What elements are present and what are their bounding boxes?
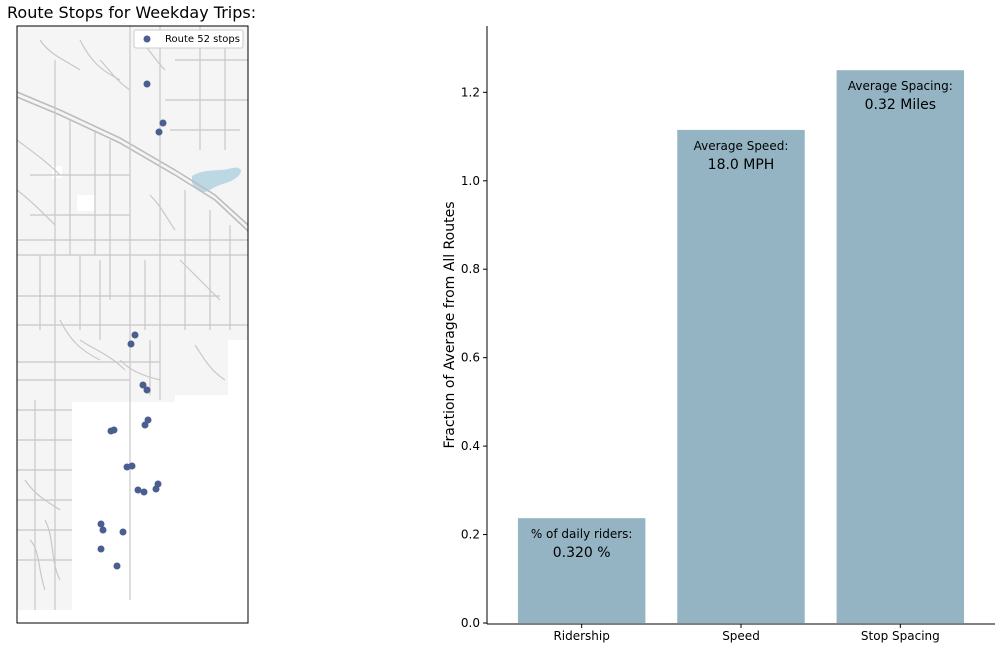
annotation-label: Average Speed: bbox=[694, 139, 789, 153]
bus-stop bbox=[140, 488, 148, 496]
bus-stop bbox=[134, 486, 142, 494]
bus-stop bbox=[159, 119, 167, 127]
legend-label: Route 52 stops bbox=[165, 34, 240, 45]
x-axis-ticks: Ridership Speed Stop Spacing bbox=[553, 624, 940, 643]
x-tick-label: Ridership bbox=[553, 629, 609, 643]
bar bbox=[517, 518, 646, 623]
bus-stop bbox=[97, 520, 105, 528]
legend-marker bbox=[143, 35, 151, 43]
bus-stop bbox=[141, 421, 149, 429]
x-tick-label: Stop Spacing bbox=[861, 629, 940, 643]
bus-stop bbox=[155, 128, 163, 136]
bar-series bbox=[517, 70, 965, 623]
x-tick-label: Speed bbox=[722, 629, 760, 643]
annotation-value: 0.32 Miles bbox=[865, 97, 936, 113]
bar bbox=[836, 70, 965, 623]
bus-stop bbox=[131, 331, 139, 339]
bus-stop bbox=[143, 80, 151, 88]
map-panel: Route 52 stops bbox=[16, 25, 249, 624]
bus-stop bbox=[154, 480, 162, 488]
map-gap bbox=[77, 195, 95, 211]
highway bbox=[17, 91, 248, 232]
annotation-value: 18.0 MPH bbox=[708, 157, 775, 173]
land-area bbox=[17, 26, 248, 610]
y-tick-label: 0.8 bbox=[461, 262, 480, 276]
y-tick-label: 1.0 bbox=[461, 174, 480, 188]
y-axis-ticks: 0.0 0.2 0.4 0.6 0.8 1.0 1.2 bbox=[461, 85, 487, 630]
y-tick-label: 0.0 bbox=[461, 616, 480, 630]
bus-stop bbox=[119, 528, 127, 536]
y-axis-label: Fraction of Average from All Routes bbox=[442, 202, 458, 449]
road-network bbox=[17, 26, 248, 610]
route-stops bbox=[97, 80, 167, 570]
annotation-label: Average Spacing: bbox=[848, 79, 953, 93]
annotation-label: % of daily riders: bbox=[531, 527, 633, 541]
bus-stop bbox=[143, 386, 151, 394]
bus-stop bbox=[97, 545, 105, 553]
legend-box bbox=[133, 29, 244, 49]
map-basemap bbox=[17, 26, 248, 610]
y-tick-label: 0.4 bbox=[461, 439, 480, 453]
y-tick-label: 0.2 bbox=[461, 528, 480, 542]
map-legend: Route 52 stops bbox=[133, 29, 244, 49]
bus-stop bbox=[128, 462, 136, 470]
bus-stop bbox=[99, 526, 107, 534]
bar-annotations: % of daily riders: 0.320 % Average Speed: 1… bbox=[531, 79, 953, 561]
map-title: Route Stops for Weekday Trips: bbox=[7, 3, 257, 22]
bus-stop bbox=[113, 562, 121, 570]
map-frame bbox=[16, 25, 249, 624]
bar-chart: 0.0 0.2 0.4 0.6 0.8 1.0 1.2 Ridership Speed Stop… bbox=[442, 26, 995, 643]
y-tick-label: 0.6 bbox=[461, 351, 480, 365]
bar bbox=[677, 129, 805, 623]
bus-stop bbox=[139, 381, 147, 389]
water-body bbox=[192, 167, 241, 193]
bus-stop bbox=[110, 426, 118, 434]
y-tick-label: 1.2 bbox=[461, 85, 480, 99]
bus-stop bbox=[127, 340, 135, 348]
annotation-value: 0.320 % bbox=[553, 545, 611, 561]
